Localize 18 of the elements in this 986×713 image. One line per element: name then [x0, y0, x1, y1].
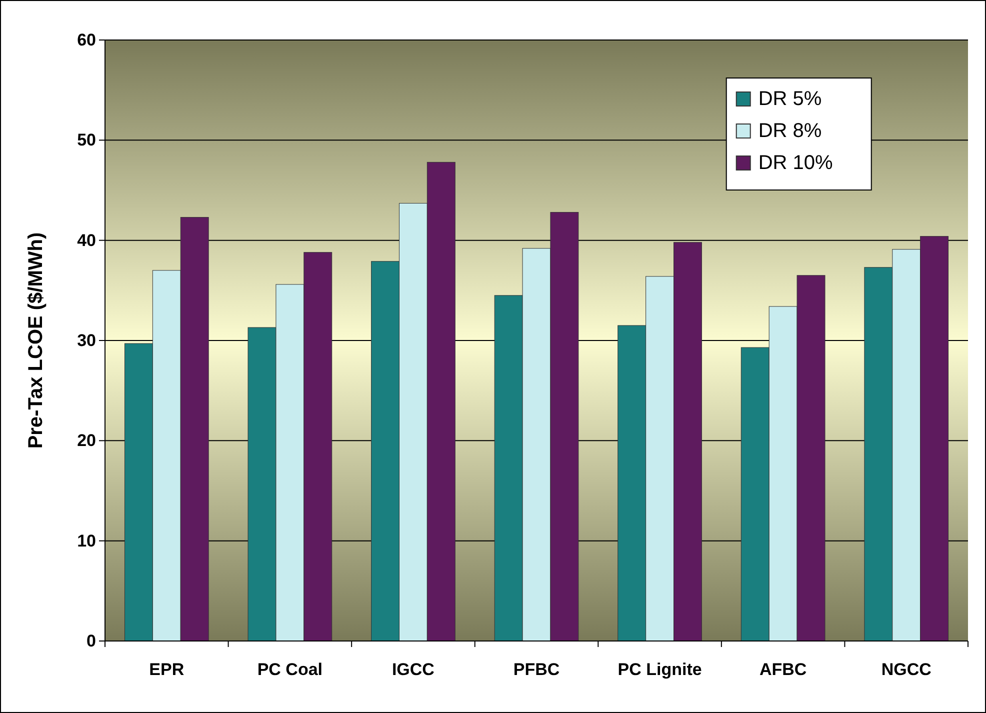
y-tick-label: 20 [77, 431, 96, 450]
y-tick-label: 50 [77, 130, 96, 150]
y-tick-label: 40 [77, 230, 96, 250]
x-tick-label: AFBC [759, 660, 807, 680]
x-tick-label: PFBC [513, 660, 560, 680]
y-tick-label: 30 [77, 330, 96, 350]
x-tick-label: NGCC [881, 660, 932, 680]
y-tick-label: 0 [86, 631, 96, 650]
x-tick-label: PC Lignite [618, 660, 702, 680]
y-tick-label: 60 [77, 30, 96, 50]
x-tick-label: PC Coal [257, 660, 323, 680]
legend-label: DR 8% [758, 120, 822, 142]
y-axis-title: Pre-Tax LCOE ($/MWh) [25, 232, 47, 449]
x-tick-label: EPR [149, 660, 184, 680]
y-tick-label: 10 [77, 531, 96, 550]
x-tick-label: IGCC [392, 660, 434, 680]
legend-label: DR 5% [758, 88, 822, 110]
legend-label: DR 10% [758, 152, 834, 174]
